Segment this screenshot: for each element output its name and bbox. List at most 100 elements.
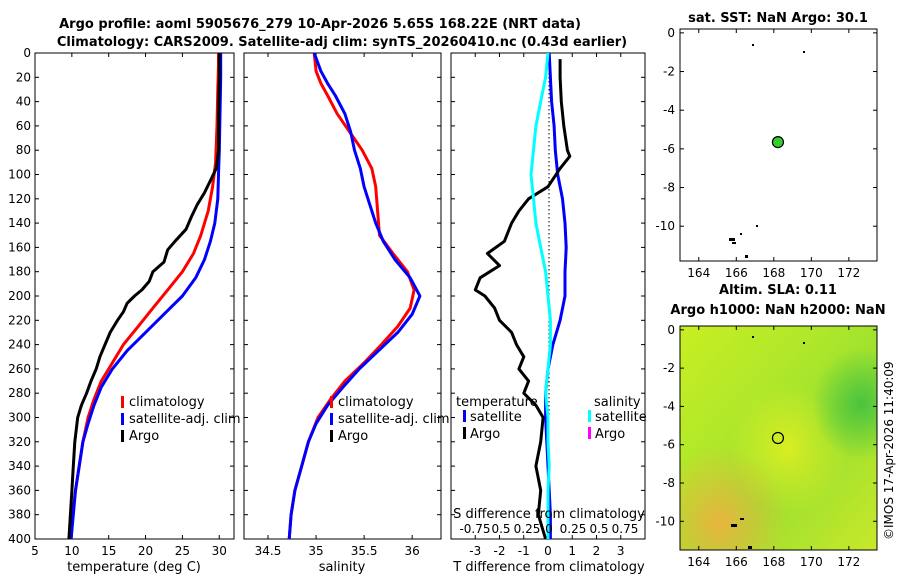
island-mark xyxy=(748,546,752,549)
temperature-xlabel: temperature (deg C) xyxy=(67,560,201,575)
depth-tick-label: 220 xyxy=(8,313,31,327)
depth-tick-label: 160 xyxy=(8,240,31,254)
legend-swatch-climatology xyxy=(121,396,124,408)
latitude-tick-label: -8 xyxy=(663,181,675,195)
depth-tick-label: 60 xyxy=(16,119,31,133)
legend-swatch-t-satellite xyxy=(463,410,466,422)
series-t-argo xyxy=(473,59,572,539)
sla-axes-box xyxy=(679,325,878,551)
sla-field-cool xyxy=(680,326,877,550)
legend-label-t-satellite: satellite xyxy=(470,410,522,425)
latitude-tick-label: -6 xyxy=(663,142,675,156)
legend-label-argo: Argo xyxy=(129,429,159,444)
legend-label-climatology: climatology xyxy=(129,395,205,410)
x-tick-label: 1 xyxy=(568,544,576,558)
latitude-tick-label: -10 xyxy=(655,514,675,528)
legend-label-argo: Argo xyxy=(338,429,368,444)
depth-tick-label: 300 xyxy=(8,411,31,425)
island-mark xyxy=(756,225,758,227)
legend-swatch-s-argo xyxy=(588,427,591,439)
x-tick-label: -2 xyxy=(494,544,506,558)
latitude-tick-label: -2 xyxy=(663,65,675,79)
longitude-tick-label: 170 xyxy=(800,555,823,569)
island-mark xyxy=(803,342,805,344)
island-mark xyxy=(740,233,742,235)
legend-label-satellite: satellite-adj. clim xyxy=(338,412,450,427)
legend-label-climatology: climatology xyxy=(338,395,414,410)
imos-credit: ©IMOS 17-Apr-2026 11:40:09 xyxy=(882,361,896,540)
difference-legend: temperature salinity satellite Argo sate… xyxy=(456,395,647,442)
island-mark xyxy=(752,336,754,338)
latitude-tick-label: 0 xyxy=(667,323,675,337)
sla-map-title-line1: Altim. SLA: 0.11 xyxy=(719,283,837,298)
sst-map-title: sat. SST: NaN Argo: 30.1 xyxy=(688,11,868,26)
depth-tick-label: 320 xyxy=(8,435,31,449)
depth-tick-label: 0 xyxy=(23,46,31,60)
legend-swatch-s-satellite xyxy=(588,410,591,422)
legend-swatch-climatology xyxy=(330,396,333,408)
longitude-tick-label: 168 xyxy=(762,555,785,569)
depth-tick-label: 120 xyxy=(8,192,31,206)
legend-title-temperature: temperature xyxy=(456,395,538,410)
x-tick-label: 5 xyxy=(31,544,39,558)
legend-label-s-satellite: satellite xyxy=(595,410,647,425)
latitude-tick-label: -8 xyxy=(663,476,675,490)
island-mark xyxy=(803,51,805,53)
legend-swatch-argo xyxy=(121,430,124,442)
legend-swatch-satellite xyxy=(121,413,124,425)
depth-tick-label: 280 xyxy=(8,386,31,400)
latitude-tick-label: -2 xyxy=(663,361,675,375)
latitude-tick-label: -10 xyxy=(655,219,675,233)
sla-heatmap xyxy=(680,326,877,550)
difference-top-ticklabels: -0.75 0.5 0.25 0 0.25 0.5 0.75 xyxy=(459,522,638,536)
depth-tick-label: 180 xyxy=(8,265,31,279)
temperature-panel: 0 20 40 60 80 100 120 140 160 180 200 220 240 260 280 3… xyxy=(8,46,241,575)
depth-tick-label: 40 xyxy=(16,95,31,109)
latitude-tick-label: -4 xyxy=(663,103,675,117)
depth-tick-label: 400 xyxy=(8,532,31,546)
island-mark xyxy=(745,255,748,258)
s-tick-label: -0.75 xyxy=(459,522,490,536)
legend-label-satellite: satellite-adj. clim xyxy=(129,412,241,427)
figure-title-line1: Argo profile: aoml 5905676_279 10-Apr-20… xyxy=(59,17,581,32)
island-mark xyxy=(729,238,735,241)
depth-tick-label: 260 xyxy=(8,362,31,376)
x-tick-label: 35 xyxy=(308,544,323,558)
argo-float-marker xyxy=(771,136,785,149)
x-tick-label: -3 xyxy=(469,544,481,558)
x-tick-label: 36 xyxy=(405,544,420,558)
depth-tick-label: 200 xyxy=(8,289,31,303)
depth-tick-label: 100 xyxy=(8,168,31,182)
x-tick-label: 2 xyxy=(593,544,601,558)
sla-map-title-line2: Argo h1000: NaN h2000: NaN xyxy=(670,303,885,318)
salinity-xlabel: salinity xyxy=(319,560,366,575)
salinity-axes-box xyxy=(243,52,442,540)
sla-map-panel: Altim. SLA: 0.11 Argo h1000: NaN h2000: … xyxy=(655,283,885,569)
x-tick-label: 0 xyxy=(544,544,552,558)
legend-label-s-argo: Argo xyxy=(595,427,625,442)
latitude-tick-label: -4 xyxy=(663,399,675,413)
x-tick-label: 30 xyxy=(212,544,227,558)
s-tick-label: 0.25 xyxy=(560,522,587,536)
depth-tick-label: 20 xyxy=(16,70,31,84)
s-tick-label: 0.25 xyxy=(514,522,541,536)
legend-swatch-argo xyxy=(330,430,333,442)
difference-xlabel: T difference from climatology xyxy=(452,560,645,575)
legend-swatch-t-argo xyxy=(463,427,466,439)
series-s-satellite xyxy=(529,53,552,539)
depth-tick-label: 80 xyxy=(16,143,31,157)
salinity-legend: climatology satellite-adj. clim Argo xyxy=(330,395,450,444)
sst-coastline-specks xyxy=(729,44,805,258)
island-mark xyxy=(731,524,737,527)
longitude-tick-label: 170 xyxy=(800,266,823,280)
s-tick-label: 0.5 xyxy=(589,522,608,536)
s-tick-label: 0.5 xyxy=(491,522,510,536)
x-tick-label: 34.5 xyxy=(255,544,282,558)
island-mark xyxy=(752,44,754,46)
s-tick-label: 0.75 xyxy=(612,522,639,536)
series-satellite-adj-clim xyxy=(69,53,223,539)
salinity-panel: 34.5 35 35.5 36 salinity climatology satell… xyxy=(243,52,450,575)
latitude-tick-label: 0 xyxy=(667,26,675,40)
longitude-tick-label: 164 xyxy=(687,555,710,569)
